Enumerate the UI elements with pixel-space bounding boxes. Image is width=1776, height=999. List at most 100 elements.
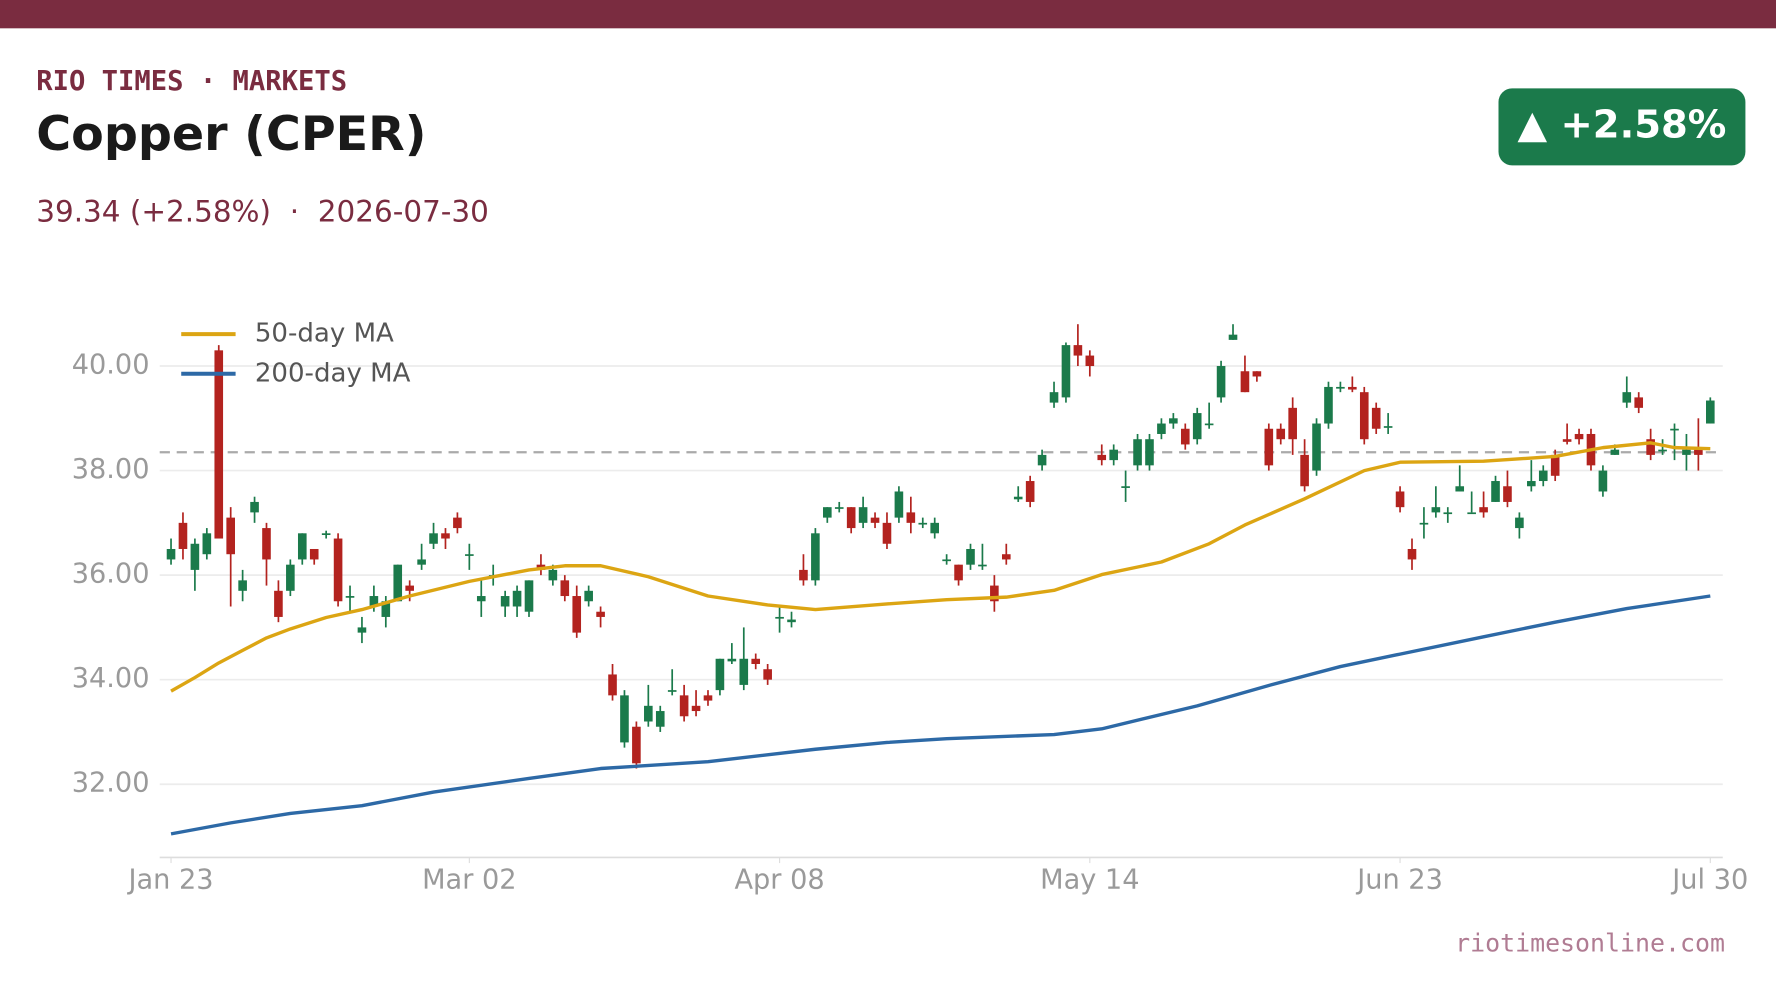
- candle-body: [1169, 418, 1178, 424]
- candle-body: [1622, 392, 1632, 403]
- candle-body: [966, 548, 975, 565]
- candle-body: [1359, 392, 1369, 440]
- candle-body: [393, 564, 403, 602]
- candle-body: [1180, 428, 1190, 445]
- x-tick-label: Jun 23: [1355, 865, 1443, 896]
- candle-body: [739, 658, 749, 685]
- candle-body: [250, 501, 259, 513]
- candle-body: [1073, 345, 1083, 356]
- candle-body: [942, 559, 951, 562]
- candle-body: [715, 658, 725, 691]
- candle-body: [369, 596, 379, 607]
- candle-body: [1455, 486, 1465, 492]
- plot-area: 32.00 34.00 36.00 38.00 40.00 Jan 23 Mar 02 Apr…: [72, 319, 1749, 896]
- candle-body: [1324, 386, 1333, 424]
- candle-body: [1145, 439, 1154, 466]
- candle-body: [1061, 345, 1071, 398]
- x-tick-label: Jan 23: [126, 865, 213, 896]
- candle-body: [906, 512, 916, 523]
- candle-body: [1467, 512, 1476, 515]
- candle-body: [1407, 548, 1417, 560]
- legend-label: 200-day MA: [255, 358, 411, 388]
- candle-body: [655, 711, 665, 727]
- candle-body: [620, 695, 629, 743]
- candle-body: [262, 528, 271, 560]
- top-bar: [0, 0, 1776, 29]
- candle-body: [823, 507, 832, 518]
- candle-body: [417, 559, 426, 565]
- brand: RIO TIMES · MARKETS: [36, 66, 347, 97]
- candle-body: [441, 533, 450, 539]
- candle-body: [644, 705, 653, 722]
- x-tick-label: Mar 02: [422, 865, 516, 896]
- candle-body: [691, 705, 701, 712]
- candle-body: [453, 517, 462, 529]
- candle-body: [1037, 454, 1047, 466]
- candle-body: [297, 533, 307, 560]
- candle-body: [679, 695, 689, 717]
- candle-body: [1670, 428, 1679, 431]
- candle-body: [1348, 386, 1357, 390]
- candle-body: [512, 590, 522, 607]
- candle-body: [799, 569, 808, 581]
- candle-body: [811, 533, 820, 581]
- candle-body: [1503, 486, 1512, 502]
- candle-body: [357, 627, 367, 633]
- candle-body: [727, 658, 737, 662]
- candle-body: [1001, 554, 1011, 560]
- y-tick-label: 34.00: [72, 663, 150, 694]
- candle-body: [763, 669, 772, 680]
- candle-body: [882, 522, 892, 544]
- candle-body: [1109, 449, 1118, 461]
- y-tick-label: 36.00: [72, 559, 150, 590]
- candle-body: [834, 507, 844, 509]
- candle-body: [858, 507, 868, 523]
- candle-body: [954, 564, 963, 581]
- candle-body: [560, 580, 570, 597]
- candle-body: [596, 611, 605, 617]
- candle-body: [1550, 454, 1560, 476]
- candle-body: [274, 590, 283, 617]
- candle-body: [1204, 423, 1214, 426]
- candle-body: [345, 596, 355, 598]
- candle-body: [1216, 366, 1226, 398]
- candle-body: [226, 517, 235, 555]
- candle-body: [1228, 334, 1238, 340]
- source: riotimesonline.com: [1455, 929, 1725, 958]
- candle-body: [1598, 470, 1608, 492]
- candle-body: [775, 616, 784, 619]
- candle-body: [1694, 449, 1703, 455]
- candle-body: [1240, 371, 1250, 393]
- candle-body: [1479, 507, 1488, 513]
- candle-body: [1025, 481, 1035, 502]
- candle-body: [1133, 439, 1142, 466]
- candle-body: [870, 517, 880, 523]
- legend-label: 50-day MA: [255, 319, 394, 349]
- candle-body: [1276, 428, 1286, 440]
- candle-body: [572, 596, 582, 633]
- candle-body: [1085, 355, 1095, 367]
- candle-body: [1658, 449, 1667, 452]
- candle-body: [1288, 407, 1297, 440]
- candle-body: [429, 533, 438, 544]
- x-tick-label: May 14: [1040, 865, 1139, 896]
- candle-body: [548, 569, 558, 581]
- candle-body: [1491, 481, 1500, 502]
- candle-body: [1562, 439, 1572, 442]
- candle-body: [918, 522, 928, 525]
- y-tick-label: 38.00: [72, 454, 150, 485]
- candle-body: [894, 491, 904, 518]
- candle-body: [1157, 423, 1166, 434]
- chart-title: Copper (CPER): [36, 107, 426, 162]
- candle-body: [990, 585, 999, 602]
- badge-text: ▲ +2.58%: [1518, 102, 1727, 147]
- candle-body: [1264, 428, 1274, 466]
- candle-body: [178, 522, 188, 549]
- candle-body: [321, 533, 331, 536]
- ma-line: [170, 441, 1711, 693]
- candle-body: [1121, 486, 1130, 488]
- candle-body: [190, 543, 200, 570]
- candle-body: [1527, 481, 1536, 487]
- candle-body: [846, 507, 856, 529]
